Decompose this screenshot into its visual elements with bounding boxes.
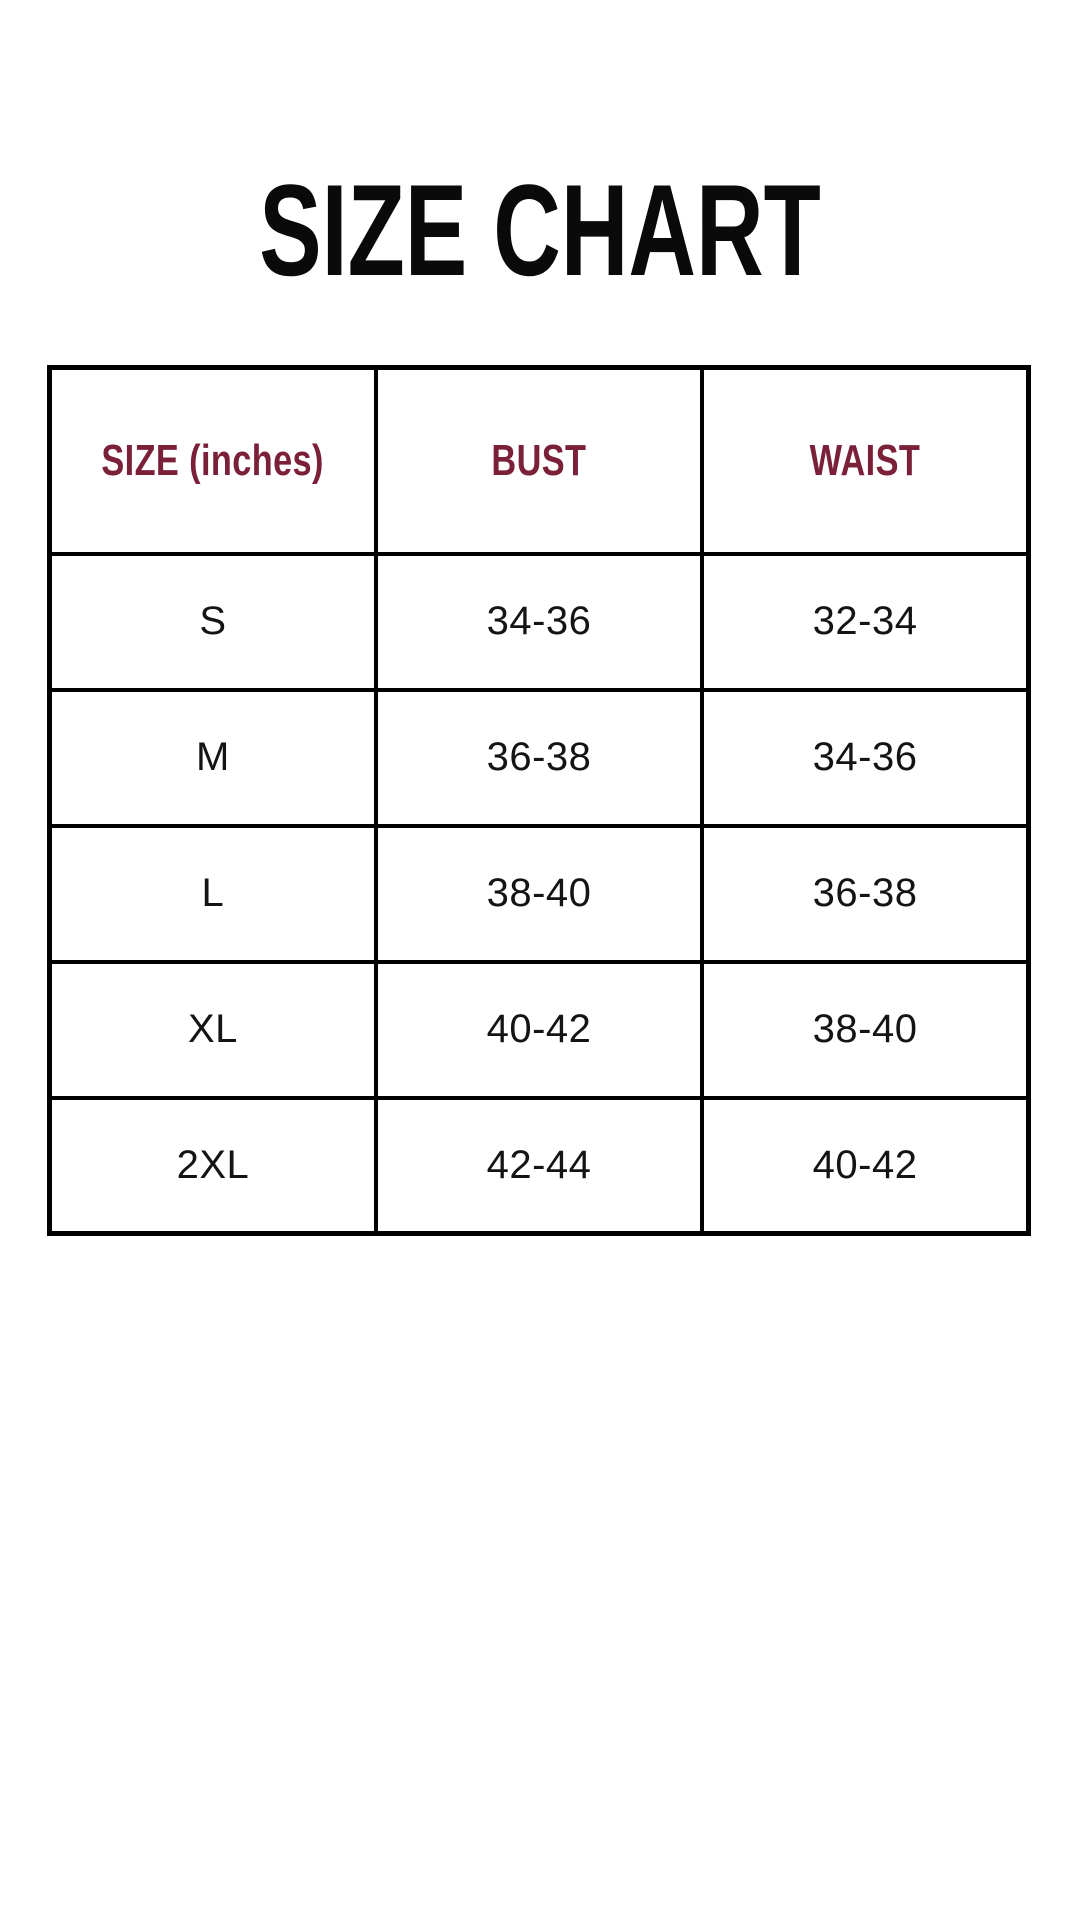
- header-row: SIZE (inches) BUST WAIST: [47, 365, 1031, 556]
- size-chart-table: SIZE (inches) BUST WAIST S 34-36 32-34 M…: [47, 365, 1031, 1236]
- cell-bust-xl: 40-42: [373, 959, 705, 1100]
- cell-waist-m: 34-36: [700, 687, 1031, 828]
- page-title: SIZE CHART: [0, 160, 1080, 300]
- header-bust-label: BUST: [491, 435, 587, 485]
- cell-size-s: S: [47, 551, 378, 692]
- header-cell-bust: BUST: [373, 365, 705, 556]
- cell-waist-l: 36-38: [700, 823, 1031, 964]
- table-row-l: L 38-40 36-38: [47, 823, 1031, 964]
- header-waist-label: WAIST: [809, 435, 921, 485]
- cell-size-l: L: [47, 823, 378, 964]
- cell-bust-s: 34-36: [373, 551, 705, 692]
- header-size-label: SIZE (inches): [101, 435, 325, 485]
- cell-size-m: M: [47, 687, 378, 828]
- table-row-xl: XL 40-42 38-40: [47, 959, 1031, 1100]
- cell-bust-m: 36-38: [373, 687, 705, 828]
- cell-waist-s: 32-34: [700, 551, 1031, 692]
- page-title-text: SIZE CHART: [259, 157, 821, 303]
- header-cell-waist: WAIST: [700, 365, 1031, 556]
- table-row-m: M 36-38 34-36: [47, 687, 1031, 828]
- cell-size-2xl: 2XL: [47, 1095, 378, 1236]
- cell-bust-l: 38-40: [373, 823, 705, 964]
- table-row-s: S 34-36 32-34: [47, 551, 1031, 692]
- header-cell-size: SIZE (inches): [47, 365, 378, 556]
- cell-waist-xl: 38-40: [700, 959, 1031, 1100]
- table-row-2xl: 2XL 42-44 40-42: [47, 1095, 1031, 1236]
- cell-waist-2xl: 40-42: [700, 1095, 1031, 1236]
- cell-size-xl: XL: [47, 959, 378, 1100]
- cell-bust-2xl: 42-44: [373, 1095, 705, 1236]
